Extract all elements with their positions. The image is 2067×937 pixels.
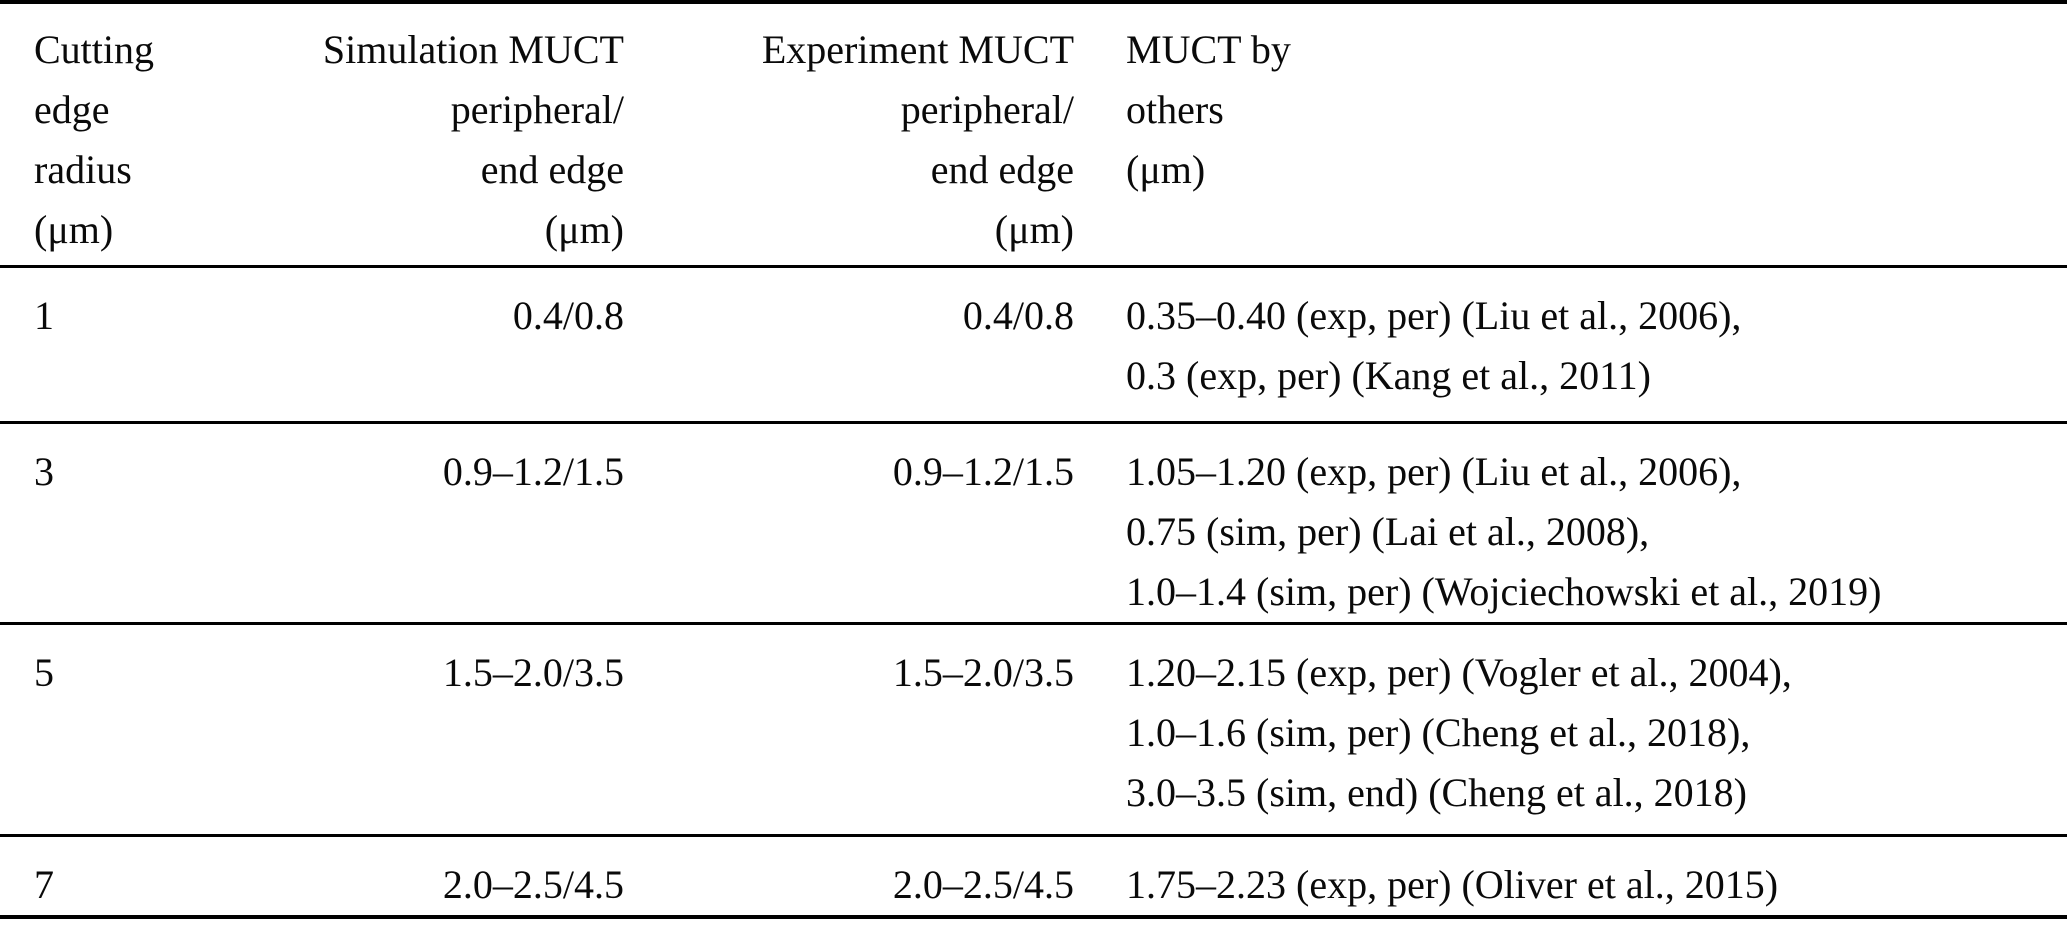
cell-experiment-muct: 0.4/0.8 xyxy=(962,292,1074,338)
cell-experiment-muct: 2.0–2.5/4.5 xyxy=(892,861,1074,907)
cell-muct-by-others: 1.20–2.15 (exp, per) (Vogler et al., 200… xyxy=(1074,623,2067,835)
cell-simulation-muct: 0.9–1.2/1.5 xyxy=(442,448,624,494)
cell-simulation-muct: 2.0–2.5/4.5 xyxy=(442,861,624,907)
cell-radius: 3 xyxy=(34,448,54,494)
col-header-simulation-muct-label: Simulation MUCT peripheral/ end edge (μm… xyxy=(322,27,624,252)
col-header-cutting-edge-radius-label: Cutting edge radius (μm) xyxy=(34,27,155,252)
col-header-muct-by-others: MUCT by others (μm) xyxy=(1074,2,2067,266)
cell-muct-by-others-text: 1.05–1.20 (exp, per) (Liu et al., 2006),… xyxy=(1126,448,1882,614)
cell-simulation-muct: 1.5–2.0/3.5 xyxy=(442,649,624,695)
col-header-cutting-edge-radius: Cutting edge radius (μm) xyxy=(0,2,220,266)
col-header-experiment-muct: Experiment MUCT peripheral/ end edge (μm… xyxy=(624,2,1074,266)
cell-simulation-muct: 0.4/0.8 xyxy=(512,292,624,338)
cell-radius: 7 xyxy=(34,861,54,907)
col-header-muct-by-others-label: MUCT by others (μm) xyxy=(1126,27,1291,192)
col-header-experiment-muct-label: Experiment MUCT peripheral/ end edge (μm… xyxy=(761,27,1074,252)
cell-muct-by-others-text: 1.75–2.23 (exp, per) (Oliver et al., 201… xyxy=(1126,861,1779,907)
col-header-simulation-muct: Simulation MUCT peripheral/ end edge (μm… xyxy=(220,2,624,266)
table-row-radius-7: 7 2.0–2.5/4.5 2.0–2.5/4.5 1.75–2.23 (exp… xyxy=(0,835,2067,917)
cell-experiment-muct: 0.9–1.2/1.5 xyxy=(892,448,1074,494)
cell-muct-by-others: 0.35–0.40 (exp, per) (Liu et al., 2006),… xyxy=(1074,266,2067,422)
cell-muct-by-others: 1.75–2.23 (exp, per) (Oliver et al., 201… xyxy=(1074,835,2067,917)
cell-radius: 1 xyxy=(34,292,54,338)
cell-muct-by-others-text: 1.20–2.15 (exp, per) (Vogler et al., 200… xyxy=(1126,649,1792,815)
table-row-radius-5: 5 1.5–2.0/3.5 1.5–2.0/3.5 1.20–2.15 (exp… xyxy=(0,623,2067,835)
cell-muct-by-others: 1.05–1.20 (exp, per) (Liu et al., 2006),… xyxy=(1074,422,2067,623)
cell-experiment-muct: 1.5–2.0/3.5 xyxy=(892,649,1074,695)
table-row-radius-1: 1 0.4/0.8 0.4/0.8 0.35–0.40 (exp, per) (… xyxy=(0,266,2067,422)
cell-muct-by-others-text: 0.35–0.40 (exp, per) (Liu et al., 2006),… xyxy=(1126,292,1742,398)
header-row: Cutting edge radius (μm) Simulation MUCT… xyxy=(0,2,2067,266)
cell-radius: 5 xyxy=(34,649,54,695)
table-row-radius-3: 3 0.9–1.2/1.5 0.9–1.2/1.5 1.05–1.20 (exp… xyxy=(0,422,2067,623)
